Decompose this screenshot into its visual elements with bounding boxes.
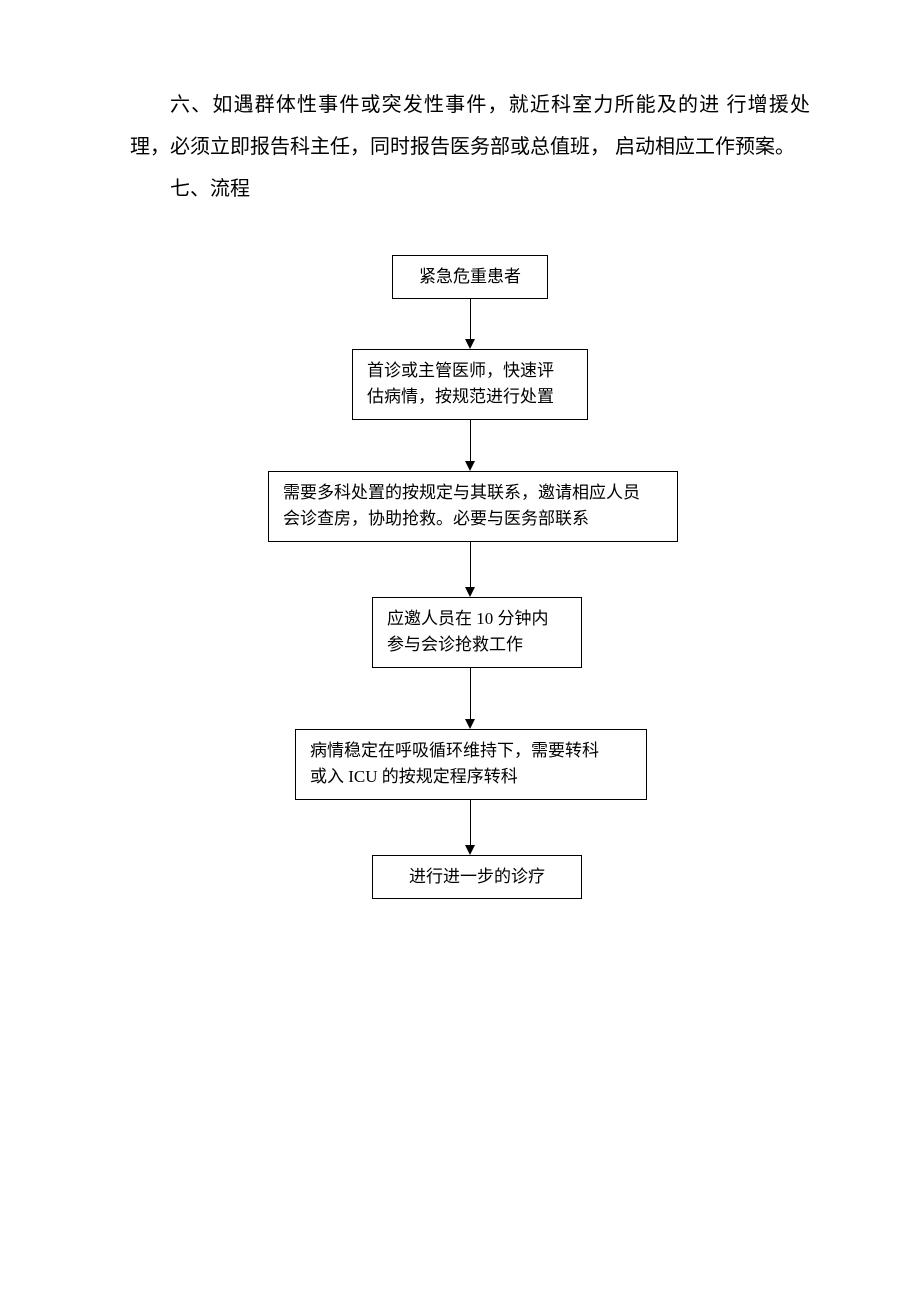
flow-node-line: 或入 ICU 的按规定程序转科	[310, 764, 632, 790]
flow-node-n4: 应邀人员在 10 分钟内参与会诊抢救工作	[372, 597, 582, 668]
flow-arrow-line	[470, 795, 471, 846]
flow-arrow-line	[470, 295, 471, 340]
flow-arrow-line	[470, 415, 471, 462]
flow-node-n1: 紧急危重患者	[392, 255, 548, 299]
flow-node-line: 病情稳定在呼吸循环维持下，需要转科	[310, 738, 632, 764]
flow-arrow-head-icon	[465, 845, 475, 855]
flow-node-n5: 病情稳定在呼吸循环维持下，需要转科或入 ICU 的按规定程序转科	[295, 729, 647, 800]
flow-arrow-head-icon	[465, 719, 475, 729]
flow-node-line: 估病情，按规范进行处置	[367, 384, 573, 410]
flow-node-line: 进行进一步的诊疗	[409, 864, 545, 890]
flow-arrow-head-icon	[465, 461, 475, 471]
flow-node-line: 需要多科处置的按规定与其联系，邀请相应人员	[283, 480, 663, 506]
flow-node-line: 应邀人员在 10 分钟内	[387, 606, 567, 632]
flow-arrow-line	[470, 663, 471, 720]
flow-node-n6: 进行进一步的诊疗	[372, 855, 582, 899]
flow-arrow-head-icon	[465, 587, 475, 597]
flow-arrow-head-icon	[465, 339, 475, 349]
flow-arrow-line	[470, 537, 471, 588]
flow-node-line: 参与会诊抢救工作	[387, 632, 567, 658]
document-body: 六、如遇群体性事件或突发性事件，就近科室力所能及的进 行增援处理，必须立即报告科…	[130, 84, 810, 210]
paragraph-six: 六、如遇群体性事件或突发性事件，就近科室力所能及的进 行增援处理，必须立即报告科…	[130, 84, 810, 168]
flow-node-line: 会诊查房，协助抢救。必要与医务部联系	[283, 506, 663, 532]
paragraph-seven: 七、流程	[130, 168, 810, 210]
flow-node-line: 紧急危重患者	[419, 264, 521, 290]
flow-node-line: 首诊或主管医师，快速评	[367, 358, 573, 384]
flow-node-n3: 需要多科处置的按规定与其联系，邀请相应人员会诊查房，协助抢救。必要与医务部联系	[268, 471, 678, 542]
flow-node-n2: 首诊或主管医师，快速评估病情，按规范进行处置	[352, 349, 588, 420]
